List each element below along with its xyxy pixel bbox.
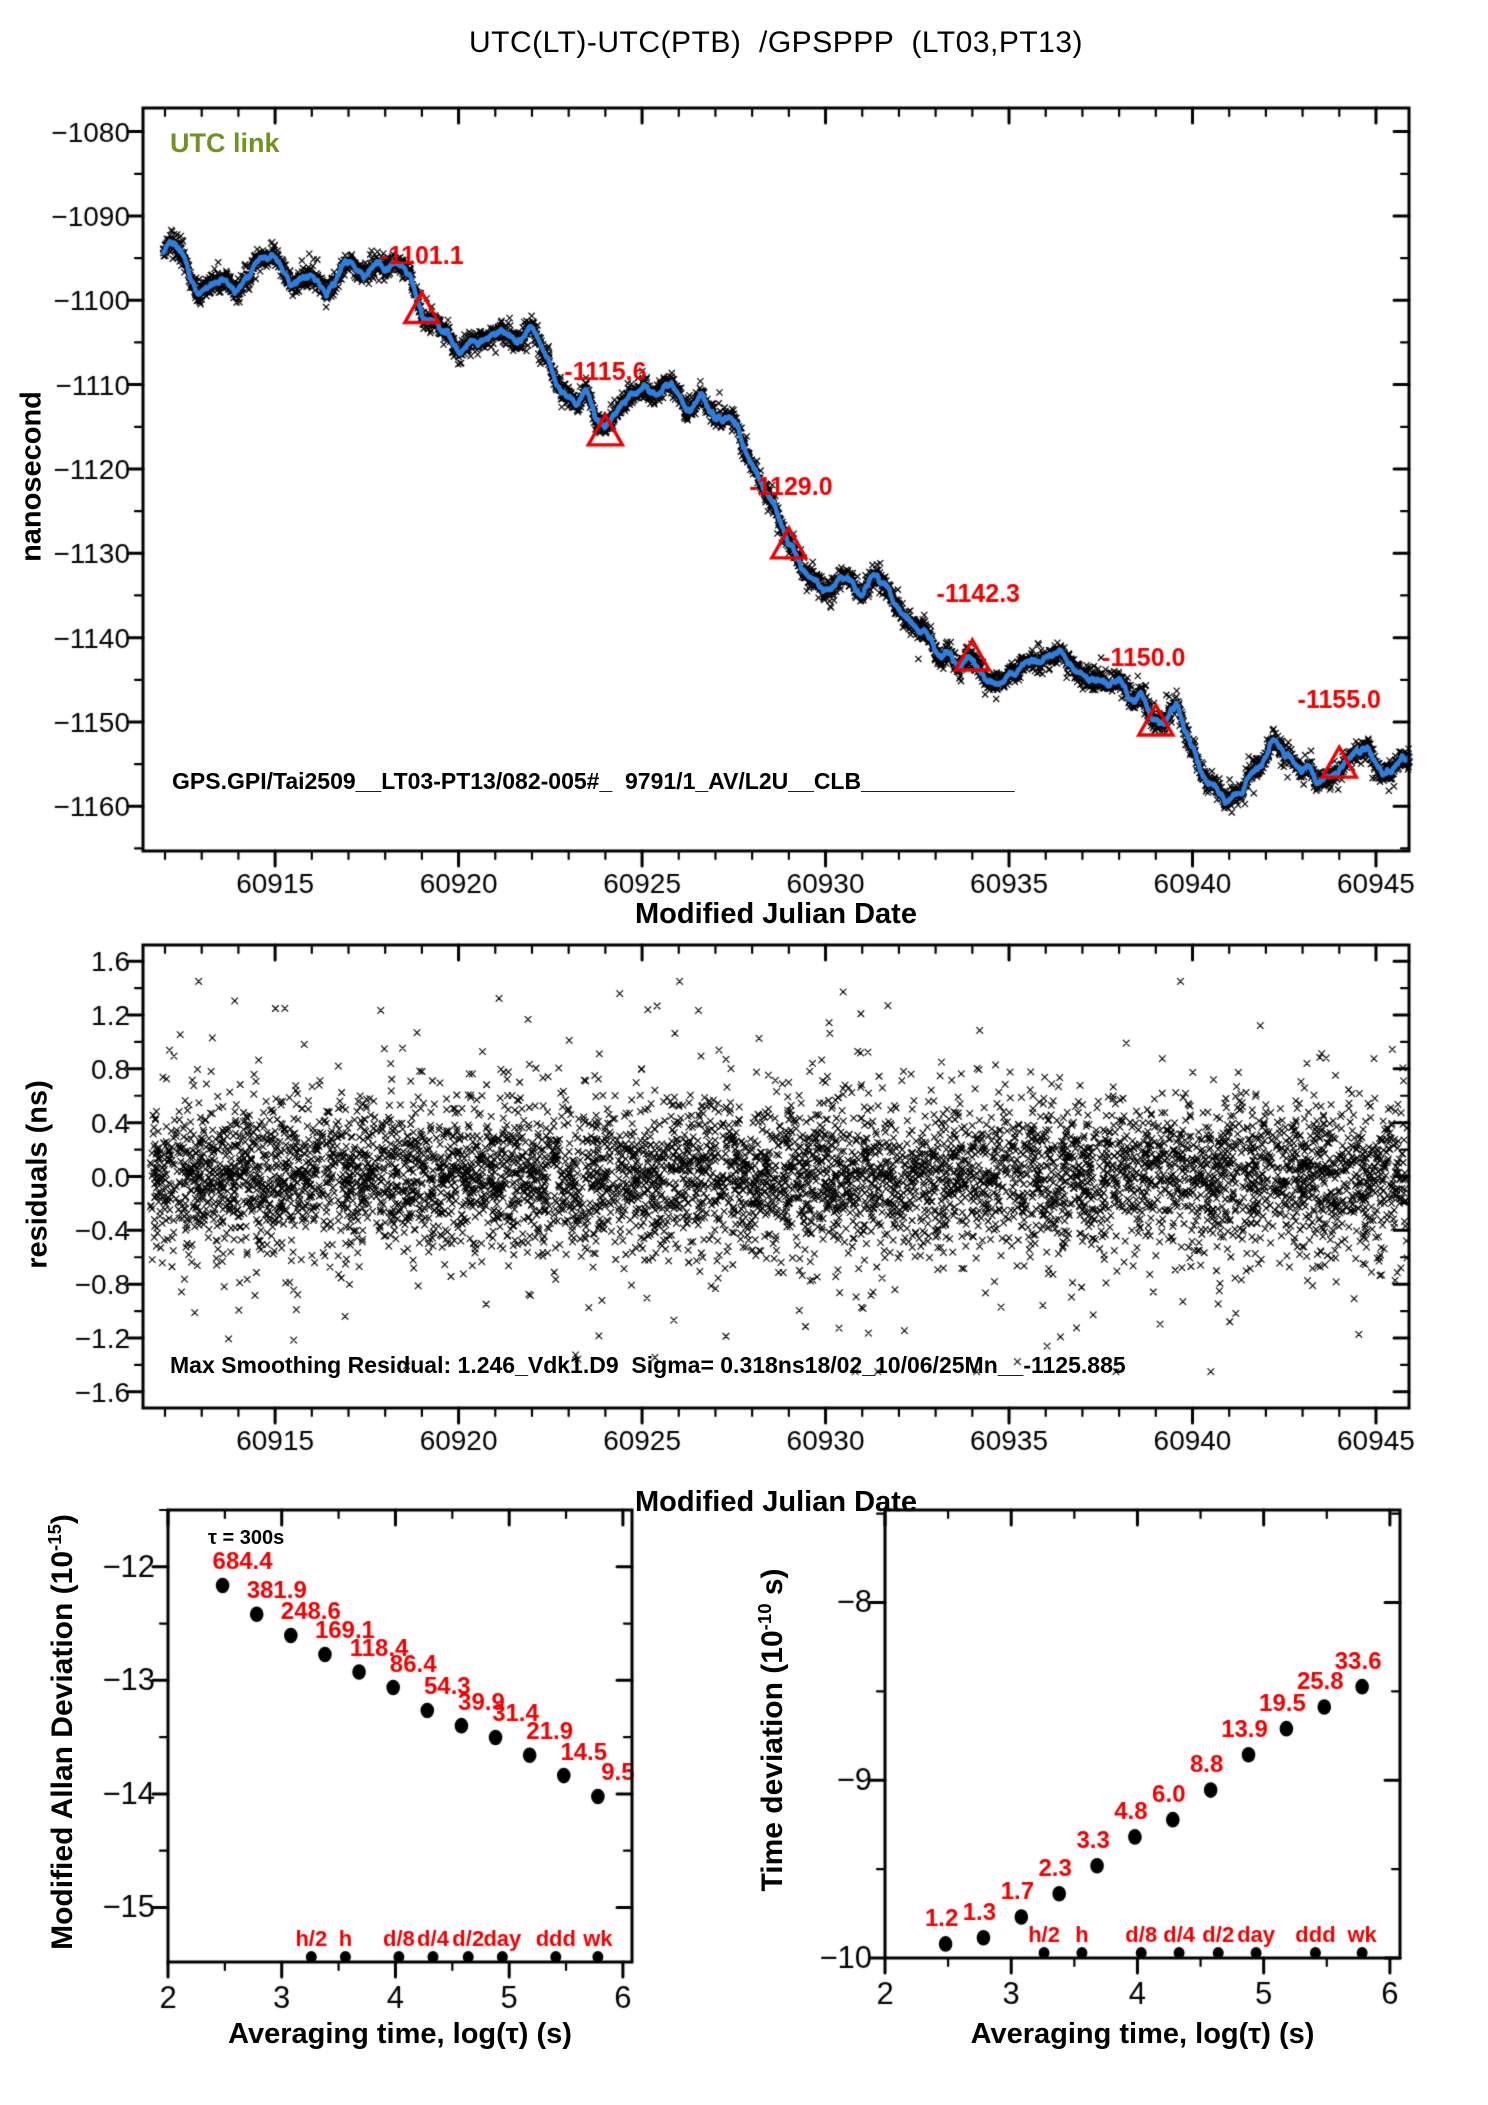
y-label-residuals: residuals (ns) [21,1080,54,1269]
y-label-mdev-exponent: -15 [44,1524,65,1551]
y-label-mdev-main: Modified Allan Deviation (10 [46,1550,79,1950]
y-label-tdev-exponent: -10 [754,1603,775,1631]
y-label-tdev-main: Time deviation (10 [756,1630,789,1892]
x-label-avgtime-right: Averaging time, log(τ) (s) [970,2018,1315,2050]
tau-note: τ = 300s [208,1527,285,1549]
x-label-mjd-middle: Modified Julian Date [635,1486,917,1518]
figure-title: UTC(LT)-UTC(PTB) /GPSPPP (LT03,PT13) [468,26,1084,59]
y-label-mdev: Modified Allan Deviation (10-15) [44,1402,80,2062]
x-label-mjd-top: Modified Julian Date [635,898,917,930]
x-label-avgtime-left: Averaging time, log(τ) (s) [228,2018,572,2050]
y-label-nanosecond: nanosecond [15,391,48,562]
y-label-tdev: Time deviation (10-10 s) [754,1450,790,2010]
session-footer-label: GPS.GPI/Tai2509__LT03-PT13/082-005#_ 979… [172,768,1015,794]
max-smoothing-label: Max Smoothing Residual: 1.246_Vdk1.D9 Si… [170,1352,1126,1378]
y-label-mdev-end: ) [46,1514,79,1525]
utc-link-label: UTC link [170,128,280,158]
y-label-tdev-end: s) [756,1568,789,1604]
